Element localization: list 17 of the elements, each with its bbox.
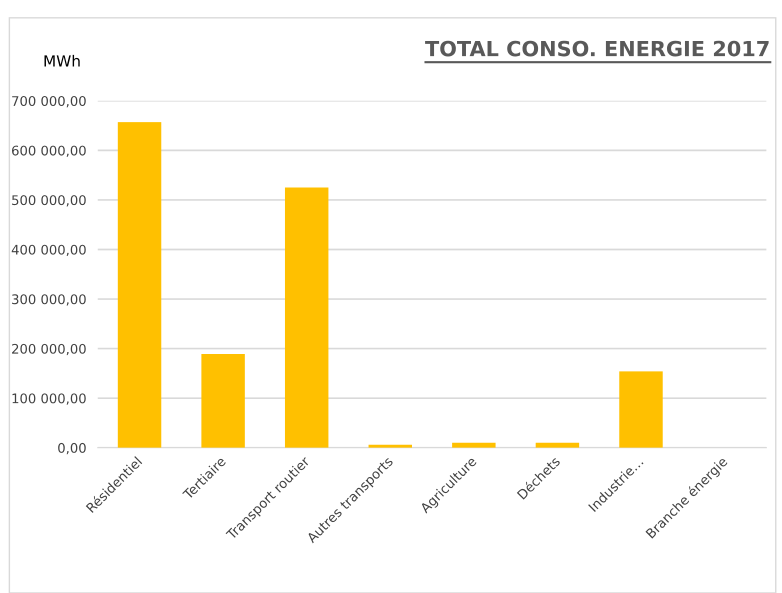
y-tick-label: 100 000,00: [12, 393, 86, 405]
chart-title: TOTAL CONSO. ENERGIE 2017: [425, 40, 769, 56]
bar: [201, 354, 245, 448]
y-tick-label: 500 000,00: [12, 195, 86, 206]
y-tick-label: 0,00: [58, 442, 86, 454]
bar: [118, 122, 162, 448]
y-tick-label: 300 000,00: [12, 294, 86, 306]
bar: [452, 442, 496, 448]
bar: [284, 188, 328, 448]
bar: [619, 371, 663, 448]
bar: [536, 442, 580, 448]
y-tick-label: 400 000,00: [12, 244, 86, 256]
y-axis-title: MWh: [44, 54, 80, 66]
bar: [368, 444, 412, 448]
y-tick-label: 700 000,00: [12, 96, 86, 108]
y-tick-label: 200 000,00: [12, 344, 86, 356]
y-tick-label: 600 000,00: [12, 146, 86, 157]
